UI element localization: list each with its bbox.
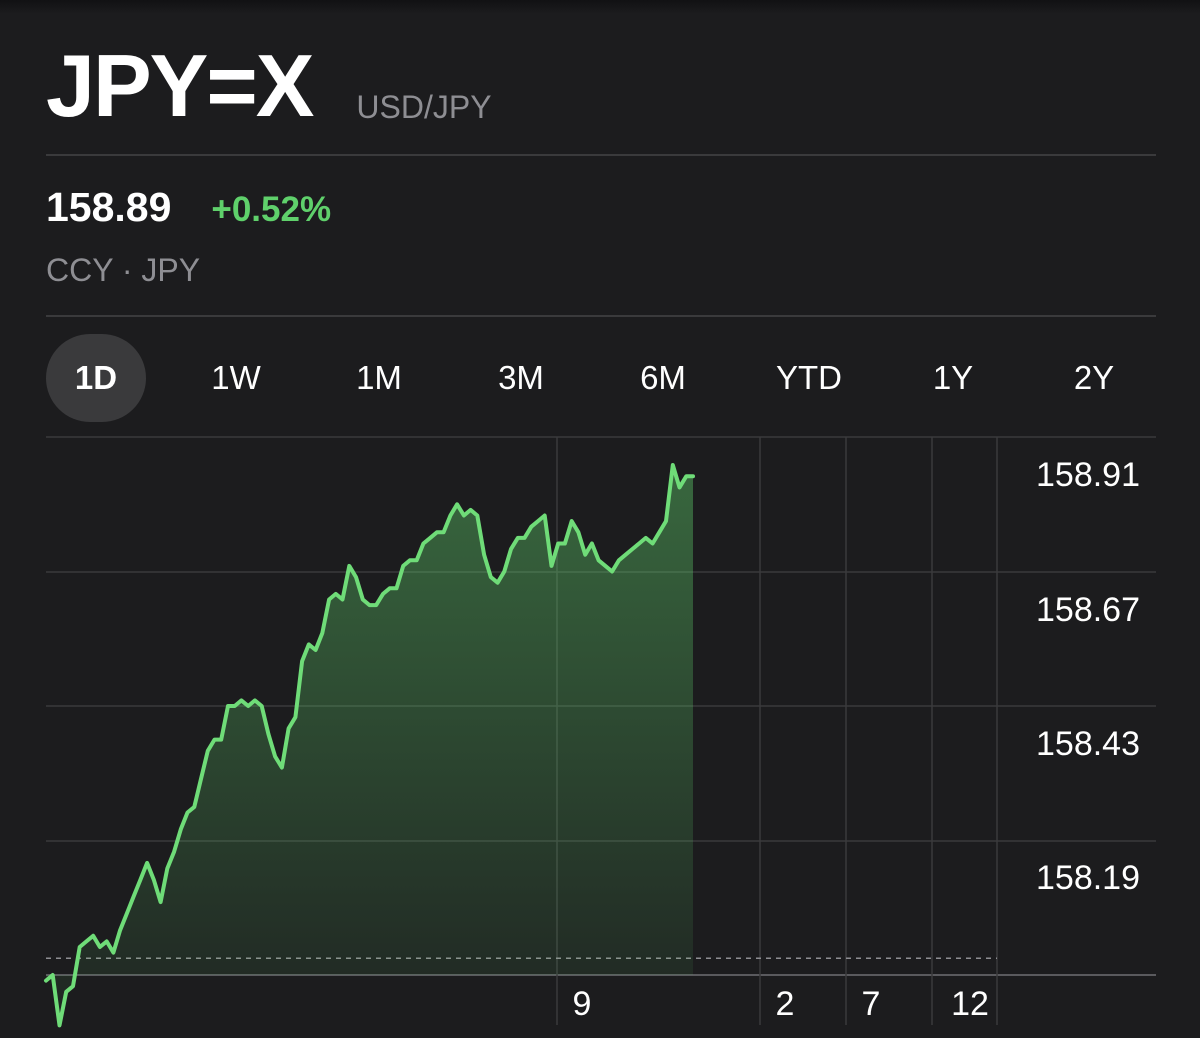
y-tick-label: 158.91 xyxy=(1036,456,1140,494)
range-tab-ytd[interactable]: YTD xyxy=(776,359,842,396)
range-tab-1w[interactable]: 1W xyxy=(211,359,261,396)
quote-summary: 158.89 +0.52% xyxy=(46,184,331,231)
top-edge-shade xyxy=(0,0,1200,14)
x-tick-label: 2 xyxy=(776,985,795,1023)
range-tab-1m[interactable]: 1M xyxy=(356,359,402,396)
y-tick-label: 158.67 xyxy=(1036,591,1140,629)
range-tab-2y[interactable]: 2Y xyxy=(1073,359,1115,396)
range-tab-1y[interactable]: 1Y xyxy=(932,359,974,396)
x-tick-label: 9 xyxy=(573,985,592,1023)
range-tab-3m[interactable]: 3M xyxy=(498,359,544,396)
header-divider xyxy=(46,154,1156,156)
price-change-percent: +0.52% xyxy=(211,190,332,229)
time-range-selector: 1D 1W 1M 3M 6M YTD 1Y 2Y xyxy=(46,334,1156,422)
price-line xyxy=(44,463,695,1028)
range-tab-1d[interactable]: 1D xyxy=(46,334,146,422)
currency-pair: USD/JPY xyxy=(356,89,492,125)
range-tab-6m[interactable]: 6M xyxy=(640,359,686,396)
y-tick-label: 158.43 xyxy=(1036,725,1140,763)
current-price: 158.89 xyxy=(46,184,172,230)
quote-divider xyxy=(46,315,1156,317)
price-area-fill xyxy=(46,465,693,1026)
x-axis-labels: 9 2 7 12 xyxy=(573,985,989,1023)
exchange-meta: CCY · JPY xyxy=(46,252,201,288)
x-tick-label: 12 xyxy=(951,985,989,1023)
y-axis-labels: 158.91 158.67 158.43 158.19 xyxy=(1036,456,1140,897)
y-tick-label: 158.19 xyxy=(1036,859,1140,897)
ticker-symbol: JPY=X xyxy=(46,36,314,135)
x-tick-label: 7 xyxy=(862,985,881,1023)
quote-header: JPY=X USD/JPY xyxy=(46,40,492,130)
